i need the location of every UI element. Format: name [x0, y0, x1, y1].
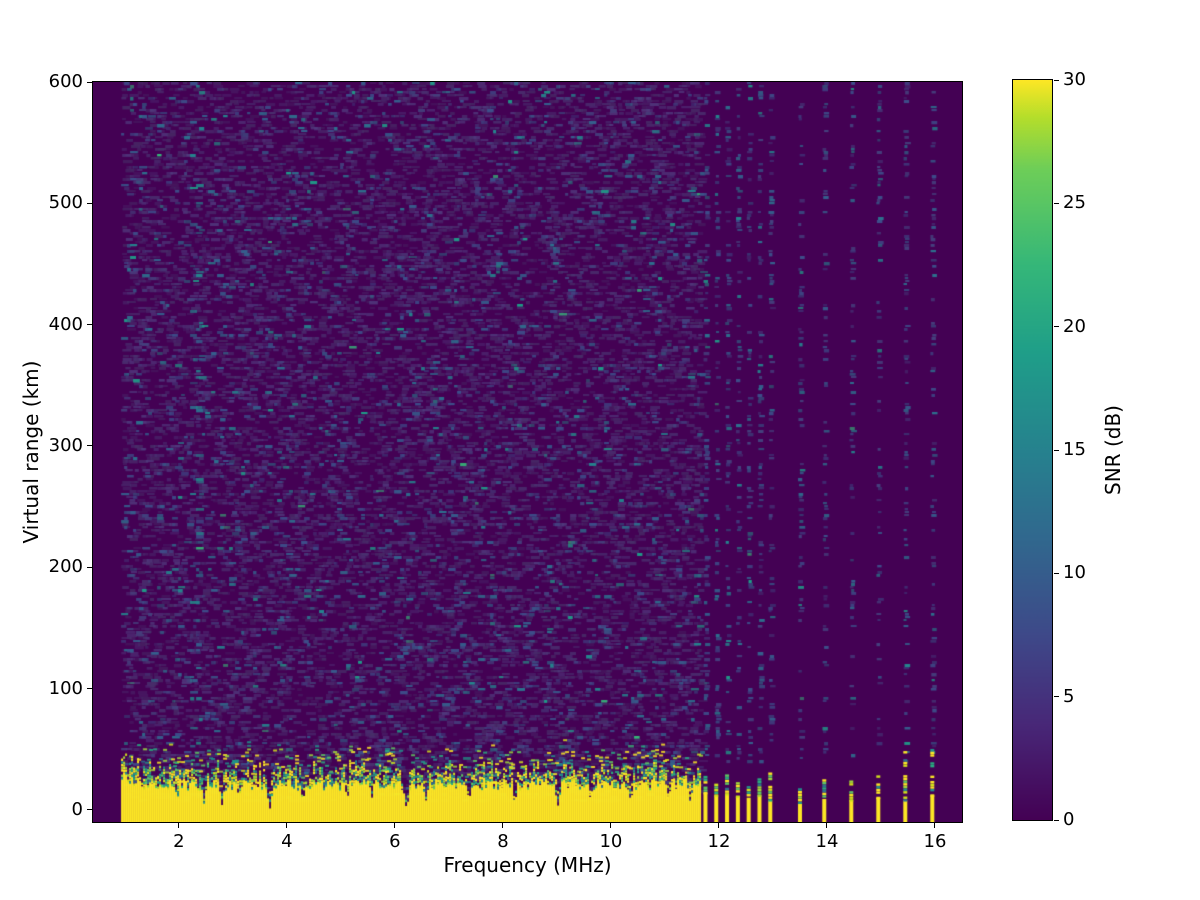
- y-tick-label: 500: [48, 192, 83, 214]
- x-tick-label: 4: [281, 831, 293, 852]
- colorbar-tick-mark: [1054, 79, 1059, 81]
- y-tick-label: 600: [48, 71, 83, 92]
- x-tick-mark: [394, 823, 396, 828]
- colorbar-tick-mark: [1054, 326, 1059, 328]
- y-tick-mark: [87, 809, 92, 811]
- colorbar-gradient: [1013, 80, 1052, 820]
- x-axis-label: Frequency (MHz): [443, 853, 612, 877]
- x-tick-mark: [718, 823, 720, 828]
- colorbar-tick-mark: [1054, 449, 1059, 451]
- x-tick-mark: [286, 823, 288, 828]
- colorbar-tick-label: 25: [1063, 192, 1086, 214]
- x-tick-mark: [826, 823, 828, 828]
- x-tick-mark: [502, 823, 504, 828]
- y-tick-label: 100: [48, 677, 83, 699]
- x-tick-label: 14: [815, 831, 839, 852]
- colorbar-tick-label: 30: [1063, 69, 1086, 90]
- x-tick-label: 10: [599, 831, 623, 852]
- y-tick-mark: [87, 445, 92, 447]
- x-tick-mark: [934, 823, 936, 828]
- y-tick-mark: [87, 566, 92, 568]
- x-tick-mark: [610, 823, 612, 828]
- y-tick-label: 0: [71, 798, 83, 820]
- colorbar-tick-label: 15: [1063, 439, 1086, 460]
- colorbar-tick-label: 0: [1063, 809, 1075, 830]
- colorbar-label: SNR (dB): [1101, 405, 1125, 495]
- x-tick-label: 16: [923, 831, 947, 852]
- colorbar-tick-mark: [1054, 696, 1059, 698]
- x-tick-label: 2: [173, 831, 185, 852]
- y-tick-mark: [87, 81, 92, 83]
- colorbar-tick-mark: [1054, 202, 1059, 204]
- y-axis-label: Virtual range (km): [19, 360, 43, 544]
- colorbar-tick-mark: [1054, 572, 1059, 574]
- x-tick-label: 12: [707, 831, 731, 852]
- x-tick-label: 8: [497, 831, 509, 852]
- y-tick-mark: [87, 202, 92, 204]
- y-tick-label: 400: [48, 313, 83, 335]
- y-tick-mark: [87, 688, 92, 690]
- y-tick-label: 200: [48, 556, 83, 578]
- x-tick-mark: [178, 823, 180, 828]
- y-tick-mark: [87, 324, 92, 326]
- colorbar-tick-label: 20: [1063, 315, 1086, 337]
- colorbar-tick-label: 10: [1063, 562, 1086, 584]
- colorbar-tick-mark: [1054, 819, 1059, 821]
- y-tick-label: 300: [48, 434, 83, 456]
- x-tick-label: 6: [389, 831, 401, 852]
- colorbar-tick-label: 5: [1063, 685, 1075, 707]
- ionogram-heatmap: [93, 82, 962, 822]
